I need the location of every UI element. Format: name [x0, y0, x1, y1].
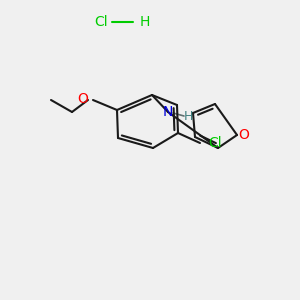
Text: O: O: [238, 128, 249, 142]
Text: N: N: [163, 105, 173, 119]
Text: H: H: [140, 15, 150, 29]
Text: Cl: Cl: [208, 136, 222, 150]
Text: O: O: [77, 92, 88, 106]
Text: H: H: [183, 110, 193, 122]
Text: Cl: Cl: [94, 15, 108, 29]
